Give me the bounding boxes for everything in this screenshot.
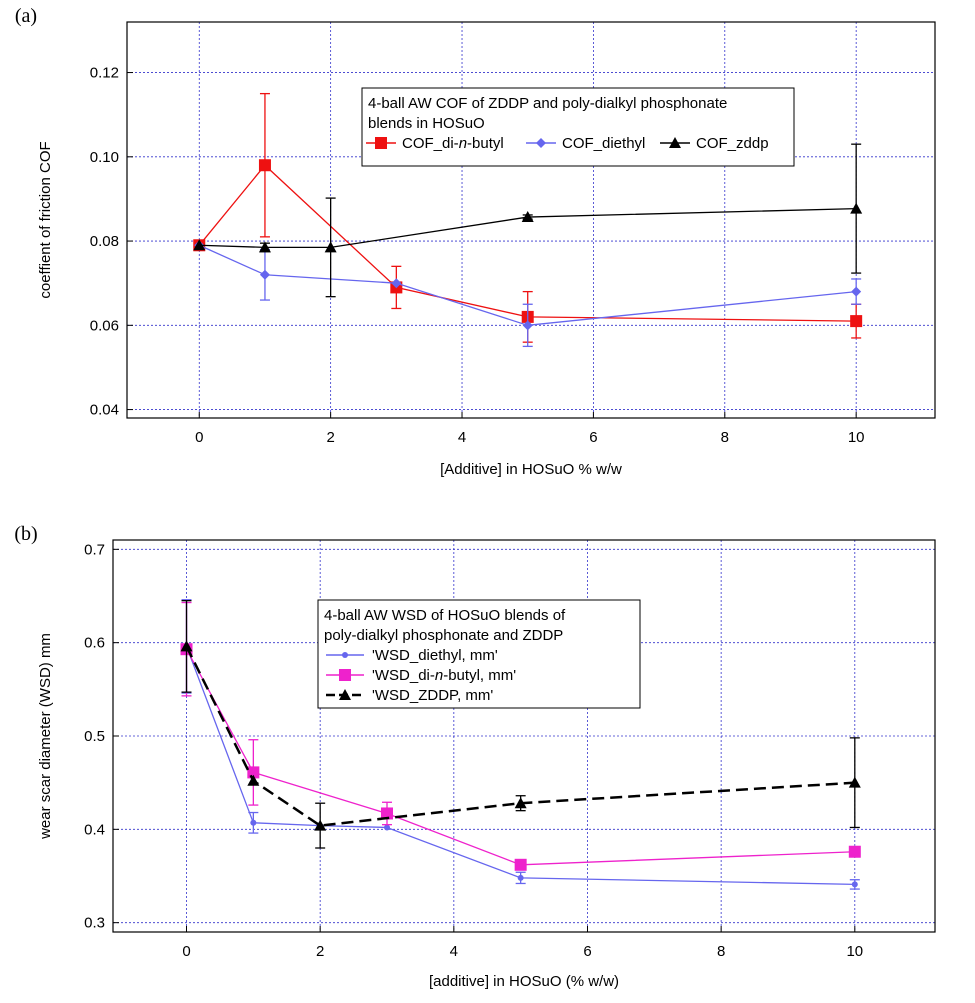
x-tick-label-a-1: 2: [326, 429, 334, 446]
chart-a: 0 2 4 6 8 10 0.04 0.06 0.08 0.10 0.12 [Additive] in…: [0, 0, 975, 490]
legend-swatch-marker-b-2: [339, 689, 351, 700]
data-point-a-1-2: [391, 278, 402, 289]
x-tick-label-b-4: 8: [717, 943, 725, 960]
x-tick-label-a-5: 10: [848, 429, 865, 446]
x-tick-label-a-3: 6: [589, 429, 597, 446]
x-tick-label-b-1: 2: [316, 943, 324, 960]
data-point-a-2-1: [258, 241, 271, 253]
data-point-b-2-0: [180, 640, 193, 652]
x-axis-label-a: [Additive] in HOSuO % w/w: [440, 461, 622, 478]
x-tick-label-b-5: 10: [846, 943, 863, 960]
legend-swatch-marker-a-2: [669, 137, 681, 148]
y-tick-label-a-1: 0.06: [90, 317, 119, 334]
y-tick-label-a-0: 0.04: [90, 402, 119, 419]
legend-swatch-marker-b-1: [339, 669, 351, 681]
y-tick-label-b-3: 0.6: [84, 635, 105, 652]
series-line-b-2: [185, 645, 855, 827]
legend-entry-b-0: 'WSD_diethyl, mm': [372, 647, 498, 664]
legend-entry-a-2: COF_zddp: [696, 135, 769, 152]
data-point-b-1-2: [381, 807, 393, 820]
data-point-b-1-1: [247, 766, 260, 779]
data-point-a-1-4: [851, 286, 862, 297]
legend-swatch-marker-a-1: [536, 138, 546, 148]
legend-box-a: [361, 87, 795, 167]
chart-b: 0 2 4 6 8 10 0.3 0.4 0.5 0.6 0.7 [additive] in HOSu…: [0, 520, 975, 1003]
data-point-a-0-4: [850, 315, 863, 328]
legend-title-a-0: 4-ball AW COF of ZDDP and poly-dialkyl p…: [368, 95, 727, 112]
x-tick-label-b-2: 4: [450, 943, 458, 960]
x-tick-label-b-0: 0: [182, 943, 190, 960]
legend-title-b-0: 4-ball AW WSD of HOSuO blends of: [324, 607, 566, 624]
legend-entry-b-1: 'WSD_di-n-butyl, mm': [372, 667, 516, 684]
data-point-a-0-1: [258, 159, 271, 172]
panel-label-b: (b): [14, 523, 37, 545]
data-point-b-0-5: [851, 881, 858, 888]
data-point-a-2-0: [193, 239, 206, 251]
legend-box-b: [317, 599, 641, 709]
y-tick-label-b-4: 0.7: [84, 541, 105, 558]
y-tick-label-b-1: 0.4: [84, 821, 105, 838]
legend-entry-a-1: COF_diethyl: [562, 135, 645, 152]
data-point-a-1-3: [522, 320, 533, 331]
series-line-b-0: [185, 646, 855, 886]
data-point-b-2-3: [514, 797, 527, 809]
legend-a: 4-ball AW COF of ZDDP and poly-dialkyl p…: [361, 87, 795, 167]
plot-frame-a: [126, 21, 936, 419]
x-axis-label-b: [additive] in HOSuO (% w/w): [429, 973, 619, 990]
legend-title-b-1: poly-dialkyl phosphonate and ZDDP: [324, 627, 563, 644]
y-tick-label-b-0: 0.3: [84, 915, 105, 932]
x-tick-label-a-2: 4: [458, 429, 466, 446]
data-point-b-0-1: [250, 819, 257, 826]
y-axis-label-b: wear scar diameter (WSD) mm: [37, 633, 54, 840]
y-tick-label-a-3: 0.10: [90, 149, 119, 166]
legend-title-a-1: blends in HOSuO: [368, 115, 485, 132]
series-b-2: [180, 600, 861, 849]
data-point-b-2-2: [314, 819, 327, 831]
legend-entry-a-0: COF_di-n-butyl: [402, 135, 504, 152]
legend-swatch-marker-a-0: [375, 137, 387, 149]
x-tick-label-a-0: 0: [195, 429, 203, 446]
data-point-b-1-4: [848, 845, 861, 858]
data-point-b-0-4: [517, 874, 524, 881]
data-point-a-2-2: [324, 241, 337, 253]
data-point-b-2-4: [848, 776, 861, 788]
chart-b-svg: 0 2 4 6 8 10 0.3 0.4 0.5 0.6 0.7 [additive] in HOSu…: [14, 523, 936, 990]
panel-label-a: (a): [15, 5, 37, 27]
x-tick-label-b-3: 6: [583, 943, 591, 960]
plot-frame-b: [112, 539, 936, 933]
data-point-b-0-3: [384, 824, 390, 831]
y-axis-label-a: coeffient of friction COF: [37, 141, 54, 298]
chart-a-svg: 0 2 4 6 8 10 0.04 0.06 0.08 0.10 0.12 [Additive] in…: [15, 5, 936, 478]
data-point-a-2-3: [521, 211, 534, 223]
x-tick-label-a-4: 8: [721, 429, 729, 446]
data-point-a-2-4: [850, 202, 863, 214]
y-tick-label-a-4: 0.12: [90, 65, 119, 82]
legend-swatch-marker-b-0: [342, 652, 348, 658]
legend-entry-b-2: 'WSD_ZDDP, mm': [372, 687, 493, 704]
series-a-2: [193, 143, 863, 298]
data-point-a-1-1: [259, 269, 270, 280]
y-tick-label-a-2: 0.08: [90, 233, 119, 250]
data-point-b-1-3: [514, 858, 527, 871]
legend-b: 4-ball AW WSD of HOSuO blends of poly-dia…: [317, 599, 641, 709]
data-point-b-2-1: [247, 774, 260, 786]
y-tick-label-b-2: 0.5: [84, 728, 105, 745]
